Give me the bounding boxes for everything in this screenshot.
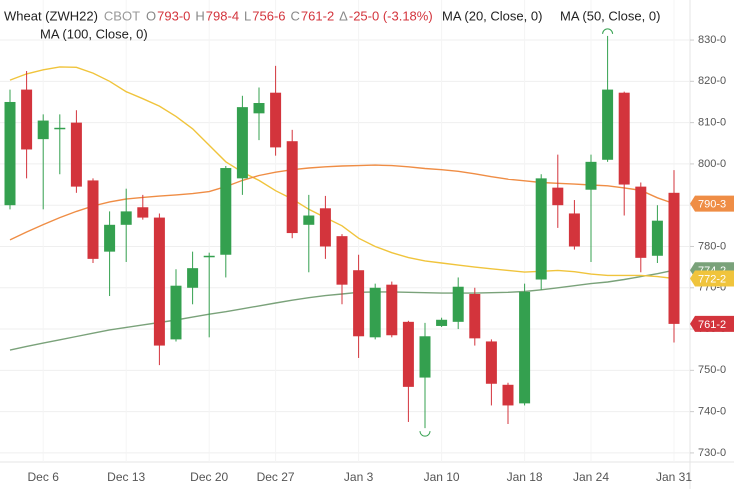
candle-body: [519, 291, 531, 404]
candle-body: [54, 127, 66, 130]
candle-body: [568, 213, 580, 247]
candles: [4, 28, 680, 437]
candle-body: [502, 384, 514, 406]
legend-entry: MA (50, Close, 0): [560, 8, 660, 23]
candle-body: [535, 178, 547, 280]
candle-body: [402, 321, 414, 387]
price-tag-label: 761-2: [698, 319, 726, 331]
candle-body: [369, 287, 381, 338]
y-tick-label: 830-0: [698, 34, 726, 46]
candle-body: [220, 168, 232, 255]
x-tick-label: Dec 20: [190, 470, 228, 484]
x-tick-label: Jan 18: [507, 470, 543, 484]
candle-body: [303, 215, 315, 225]
candle-body: [585, 161, 597, 190]
ma-line: [9, 164, 675, 241]
y-tick-label: 750-0: [698, 364, 726, 376]
high-marker: [602, 28, 614, 34]
candle-body: [485, 341, 497, 384]
legend-text: 756-6: [252, 8, 285, 23]
candle-body: [651, 220, 663, 256]
candle-body: [319, 208, 331, 247]
price-tag: [690, 270, 734, 287]
candle-body: [668, 192, 680, 324]
candle-body: [236, 107, 248, 179]
x-tick-label: Dec 27: [257, 470, 295, 484]
candle-body: [469, 293, 481, 339]
y-tick-label: 800-0: [698, 158, 726, 170]
y-tick-label: 780-0: [698, 240, 726, 252]
price-tag: [690, 315, 734, 332]
candle-body: [386, 284, 398, 336]
legend-text: H: [195, 8, 204, 23]
candle-body: [552, 187, 564, 206]
candle-body: [336, 236, 348, 285]
price-tag-label: 790-3: [698, 199, 726, 211]
candle-body: [37, 120, 49, 140]
ma-line: [9, 66, 675, 280]
legend-text: O: [146, 8, 156, 23]
candle-body: [187, 268, 199, 288]
header: Wheat (ZWH22) CBOT O 793-0 H 798-4 L 756-6 C 761-…: [4, 8, 660, 41]
candle-body: [419, 336, 431, 378]
candle-body: [253, 103, 265, 114]
candle-body: [21, 89, 33, 150]
legend-text: Δ: [339, 8, 348, 23]
candle-body: [353, 270, 365, 337]
candle-body: [170, 285, 182, 340]
legend-text: 798-4: [206, 8, 239, 23]
candle-body: [270, 92, 282, 148]
candle-body: [602, 89, 614, 160]
legend-text: CBOT: [104, 8, 140, 23]
low-marker: [419, 431, 431, 437]
candle-body: [153, 217, 165, 346]
legend-entry: MA (20, Close, 0): [442, 8, 542, 23]
candle-body: [203, 255, 215, 258]
candle-body: [635, 186, 647, 258]
legend-text: 761-2: [301, 8, 334, 23]
y-tick-label: 820-0: [698, 75, 726, 87]
x-tick-label: Jan 10: [424, 470, 460, 484]
x-tick-label: Dec 13: [107, 470, 145, 484]
candle-body: [618, 92, 630, 185]
candle-body: [4, 101, 16, 206]
price-tag-label: 772-2: [698, 273, 726, 285]
legend-text: C: [291, 8, 300, 23]
candle-body: [452, 286, 464, 322]
candle-body: [87, 180, 99, 259]
candle-body: [104, 224, 116, 252]
legend-text: Wheat (ZWH22): [4, 8, 98, 23]
legend-text: 793-0: [157, 8, 190, 23]
x-tick-label: Dec 6: [28, 470, 60, 484]
labels: 730-0740-0750-0760-0770-0780-0790-0800-0…: [28, 34, 734, 484]
legend-entry: MA (100, Close, 0): [40, 26, 148, 41]
candle-body: [120, 211, 132, 225]
y-tick-label: 730-0: [698, 447, 726, 459]
legend-text: L: [244, 8, 251, 23]
legend-text: -25-0 (-3.18%): [349, 8, 433, 23]
candle-body: [70, 122, 82, 187]
candle-body: [137, 207, 149, 218]
y-tick-label: 810-0: [698, 117, 726, 129]
price-tag: [690, 195, 734, 212]
candle-body: [436, 319, 448, 326]
candle-body: [286, 141, 298, 234]
x-tick-label: Jan 31: [656, 470, 692, 484]
y-tick-label: 740-0: [698, 406, 726, 418]
x-tick-label: Jan 24: [573, 470, 609, 484]
x-tick-label: Jan 3: [344, 470, 374, 484]
